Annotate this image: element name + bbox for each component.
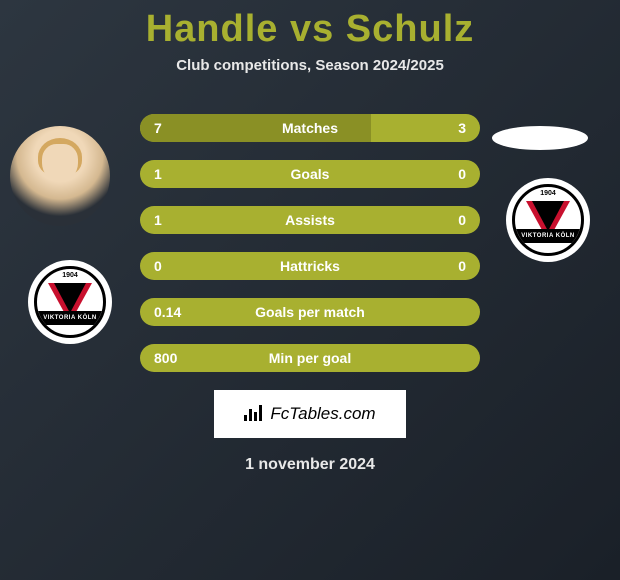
stat-val-right: 3	[458, 120, 466, 136]
club-logo-right-name: VIKTORIA KÖLN	[521, 233, 575, 239]
stat-label: Goals per match	[255, 304, 365, 320]
stat-val-left: 0	[154, 258, 162, 274]
club-logo-right-banner: VIKTORIA KÖLN	[513, 229, 583, 243]
stat-val-left: 7	[154, 120, 162, 136]
stat-label: Min per goal	[269, 350, 351, 366]
club-logo-left-inner: 1904 VIKTORIA KÖLN	[34, 266, 106, 338]
stat-row-assists: 1 Assists 0	[140, 206, 480, 234]
stats-container: 7 Matches 3 1 Goals 0 1 Assists 0 0 Hatt…	[140, 114, 480, 372]
footer-date: 1 november 2024	[0, 456, 620, 474]
stat-val-right: 0	[458, 166, 466, 182]
page-title: Handle vs Schulz	[0, 8, 620, 51]
stat-row-goals: 1 Goals 0	[140, 160, 480, 188]
stat-val-left: 0.14	[154, 304, 181, 320]
subtitle: Club competitions, Season 2024/2025	[0, 57, 620, 74]
stat-label: Goals	[291, 166, 330, 182]
stat-label: Assists	[285, 212, 335, 228]
club-logo-left-name: VIKTORIA KÖLN	[43, 315, 97, 321]
player-left-avatar	[10, 126, 110, 226]
club-logo-left: 1904 VIKTORIA KÖLN	[28, 260, 112, 344]
stat-val-left: 1	[154, 212, 162, 228]
club-logo-right-year: 1904	[540, 190, 556, 197]
branding-box[interactable]: FcTables.com	[214, 390, 406, 438]
stat-val-left: 1	[154, 166, 162, 182]
club-logo-left-year: 1904	[62, 272, 78, 279]
stat-row-matches: 7 Matches 3	[140, 114, 480, 142]
stat-label: Hattricks	[280, 258, 340, 274]
branding-text: FcTables.com	[270, 404, 375, 424]
stat-val-right: 0	[458, 212, 466, 228]
stat-label: Matches	[282, 120, 338, 136]
stat-row-min-per-goal: 800 Min per goal	[140, 344, 480, 372]
stat-val-left: 800	[154, 350, 177, 366]
chart-icon	[244, 403, 264, 426]
stat-val-right: 0	[458, 258, 466, 274]
club-logo-left-banner: VIKTORIA KÖLN	[35, 311, 105, 325]
stat-row-hattricks: 0 Hattricks 0	[140, 252, 480, 280]
stat-row-goals-per-match: 0.14 Goals per match	[140, 298, 480, 326]
club-logo-right: 1904 VIKTORIA KÖLN	[506, 178, 590, 262]
header: Handle vs Schulz Club competitions, Seas…	[0, 0, 620, 74]
club-logo-right-inner: 1904 VIKTORIA KÖLN	[512, 184, 584, 256]
player-right-placeholder	[492, 126, 588, 150]
